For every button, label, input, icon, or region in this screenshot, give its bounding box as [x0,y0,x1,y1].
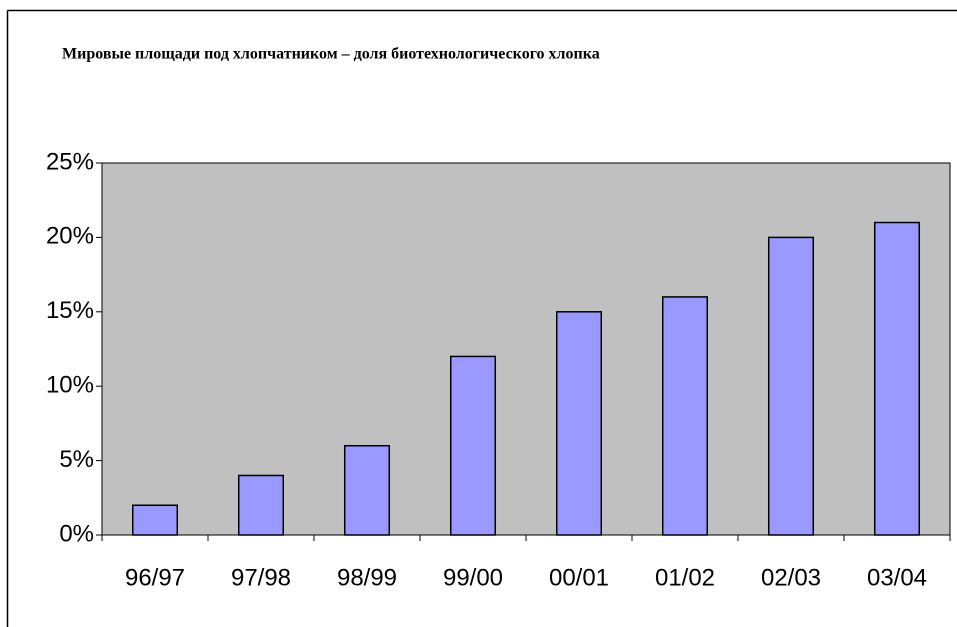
bar [131,504,179,536]
bar [449,355,497,536]
y-tick-label: 0% [59,520,94,547]
x-tick-label: 03/04 [867,564,927,591]
x-tick-label: 96/97 [125,564,185,591]
bar [767,236,815,536]
x-tick-label: 98/99 [337,564,397,591]
y-tick-label: 5% [59,446,94,473]
plot-area [101,162,951,536]
y-tick-label: 20% [46,223,94,250]
bar [555,311,603,536]
x-tick-label: 99/00 [443,564,503,591]
x-tick-label: 00/01 [549,564,609,591]
chart-title: Мировые площади под хлопчатником – доля … [62,46,600,63]
bar [237,474,285,536]
x-tick-label: 01/02 [655,564,715,591]
bar [873,221,921,536]
x-tick-label: 97/98 [231,564,291,591]
bar [661,296,709,536]
y-tick-label: 25% [46,148,94,175]
x-tick-label: 02/03 [761,564,821,591]
bar [343,444,391,536]
y-tick-label: 15% [46,297,94,324]
y-tick-label: 10% [46,372,94,399]
